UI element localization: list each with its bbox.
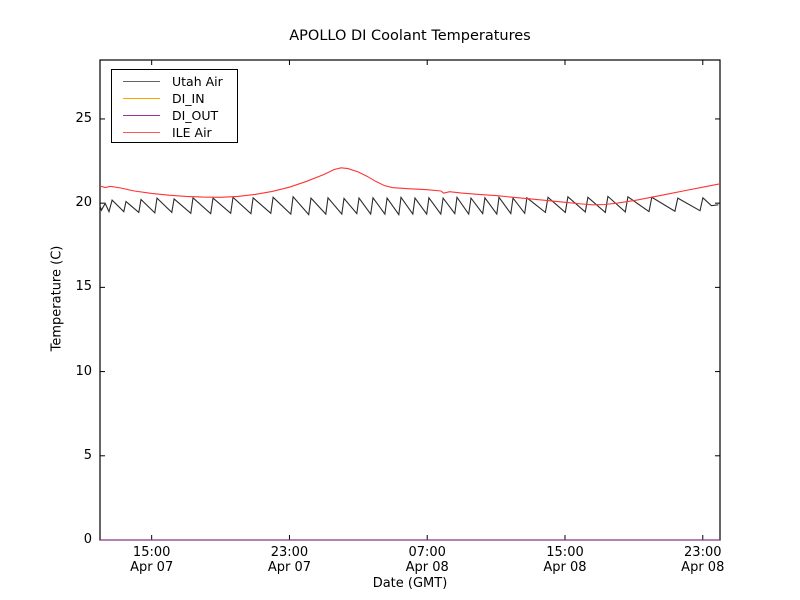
y-tick-label: 15	[75, 279, 92, 295]
x-tick-label: 23:00 Apr 08	[663, 545, 743, 575]
legend-entry-label: Utah Air	[172, 74, 223, 89]
x-tick-label: 23:00 Apr 07	[249, 545, 329, 575]
legend-entry: DI_OUT	[112, 107, 237, 124]
legend: Utah Air DI_IN DI_OUT ILE Air	[111, 69, 238, 143]
x-tick-label: 15:00 Apr 08	[525, 545, 605, 575]
legend-line-sample	[123, 98, 160, 99]
x-tick-time: 15:00	[546, 545, 584, 560]
x-tick-date: Apr 07	[130, 560, 174, 575]
legend-entry-label: DI_OUT	[172, 108, 219, 123]
x-tick-time: 23:00	[684, 545, 722, 560]
y-tick-label: 25	[75, 110, 92, 126]
y-tick-label: 0	[83, 532, 92, 547]
y-tick-label: 5	[83, 447, 92, 463]
y-tick-label: 10	[75, 363, 92, 379]
x-axis-label: Date (GMT)	[372, 576, 448, 591]
chart-title: APOLLO DI Coolant Temperatures	[289, 28, 531, 44]
x-tick-date: Apr 08	[681, 560, 725, 575]
series-line-ile-air	[99, 167, 721, 206]
legend-entry: DI_IN	[112, 90, 237, 107]
legend-line-sample	[123, 81, 160, 82]
x-tick-label: 15:00 Apr 07	[112, 545, 192, 575]
x-tick-date: Apr 08	[405, 560, 449, 575]
legend-entry: Utah Air	[112, 73, 237, 90]
legend-line-sample	[123, 115, 160, 116]
x-tick-time: 23:00	[270, 545, 309, 560]
legend-entry-label: ILE Air	[172, 125, 212, 140]
x-tick-date: Apr 07	[267, 560, 312, 575]
x-tick-label: 07:00 Apr 08	[387, 545, 467, 575]
legend-entry-label: DI_IN	[172, 91, 205, 106]
legend-line-sample	[123, 132, 160, 133]
x-tick-time: 07:00	[408, 545, 446, 560]
legend-entry: ILE Air	[112, 124, 237, 141]
y-tick-label: 20	[75, 195, 92, 211]
series-line-utah-air	[99, 195, 719, 217]
x-tick-date: Apr 08	[543, 560, 587, 575]
x-tick-time: 15:00	[132, 545, 171, 560]
